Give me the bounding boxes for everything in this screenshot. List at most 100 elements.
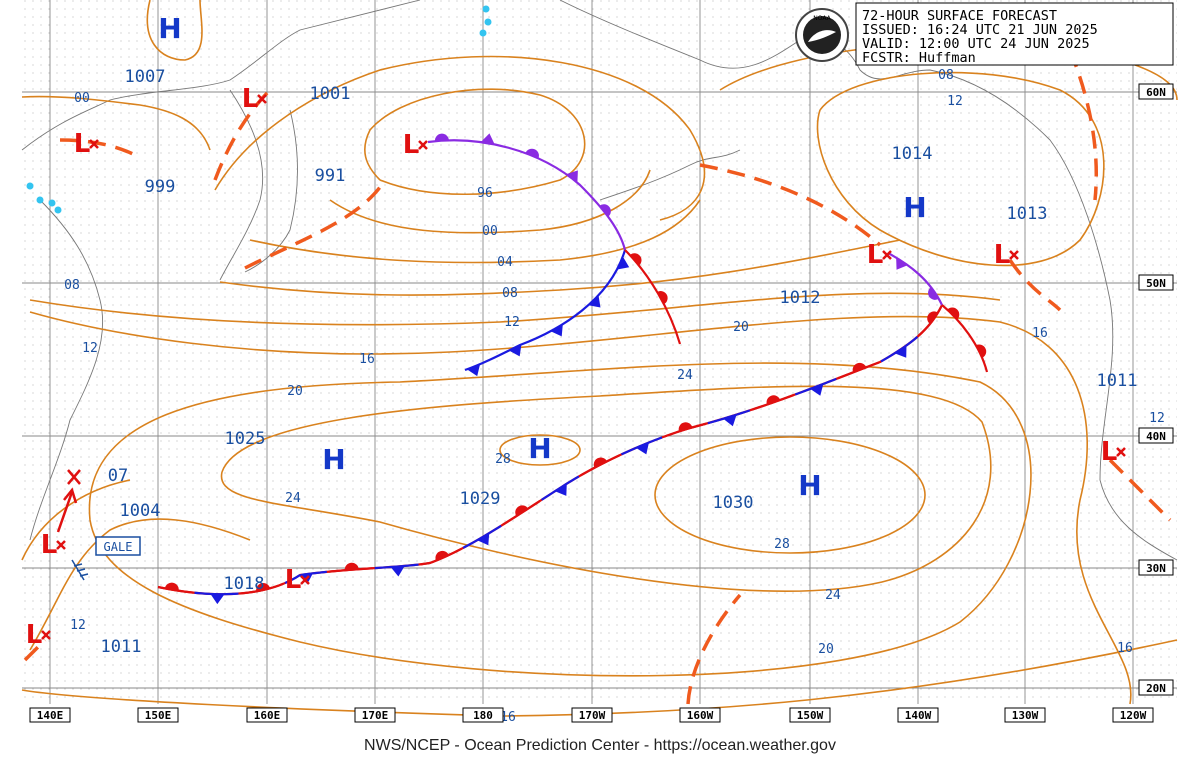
- isobar-label: 20: [733, 320, 749, 335]
- front-symbol: [210, 594, 225, 605]
- label-box: [789, 707, 831, 723]
- lows: L L L L L L L L L: [26, 84, 1126, 650]
- longitude-label: 160E: [254, 709, 281, 722]
- front-segment: [794, 377, 837, 396]
- future-position: [67, 469, 81, 485]
- pressure: 1014: [892, 144, 933, 164]
- isobar-label: 12: [1149, 411, 1165, 426]
- latitude-label: 20N: [1146, 682, 1166, 695]
- front-symbol: [810, 383, 824, 396]
- title-line: 72-HOUR SURFACE FORECAST: [862, 8, 1057, 24]
- title-line: ISSUED: 16:24 UTC 21 JUN 2025: [862, 22, 1098, 38]
- pressure: 1001: [310, 84, 351, 104]
- low: L: [41, 530, 58, 560]
- high: H: [903, 191, 926, 224]
- ice-dot: [26, 182, 34, 190]
- isobar: [21, 95, 211, 151]
- ice-dot: [36, 196, 44, 204]
- latitude-labels: 60N 50N 40N 30N 20N: [1138, 83, 1174, 696]
- isobar-label: 20: [287, 384, 303, 399]
- warm-semicircle: [928, 287, 939, 300]
- high: H: [798, 469, 821, 502]
- front-segment: [157, 585, 194, 594]
- front-segment: [580, 454, 621, 477]
- low: L: [74, 129, 91, 159]
- front-symbol: [636, 442, 649, 455]
- isobar-label: 04: [497, 255, 513, 270]
- low-mark: [257, 94, 267, 104]
- warm-semicircle: [852, 362, 867, 373]
- label-box: [1138, 274, 1174, 291]
- front-symbol: [947, 307, 960, 320]
- isobar-label: 20: [818, 642, 834, 657]
- front-segment: [751, 394, 794, 411]
- occluded-front: [427, 139, 627, 251]
- pressure: 07: [108, 466, 128, 486]
- longitude-label: 160W: [687, 709, 714, 722]
- front-symbol: [629, 253, 642, 266]
- pressure: 1029: [460, 489, 501, 509]
- isobar: [88, 362, 1032, 677]
- front-segment: [420, 547, 462, 566]
- troughs: [23, 49, 1172, 705]
- isobar-label: 16: [1032, 326, 1048, 341]
- label-box: [1138, 427, 1174, 444]
- label-box: [246, 707, 288, 723]
- isobar-label: 12: [70, 618, 86, 633]
- pressure: 1030: [713, 493, 754, 513]
- graticule: [22, 0, 1177, 704]
- longitude-label: 140W: [905, 709, 932, 722]
- pressure: 1018: [224, 574, 265, 594]
- isobar-label: 08: [502, 286, 518, 301]
- isobar-label: 24: [677, 368, 693, 383]
- longitude-label: 140E: [37, 709, 64, 722]
- wind-barb: [71, 559, 89, 581]
- low: L: [26, 620, 43, 650]
- cold-triangle: [723, 414, 737, 427]
- low: L: [285, 565, 302, 595]
- longitude-labels: 140E 150E 160E 170E 180 170W 160W 150W 140W 130W 1…: [29, 707, 1154, 723]
- title-line: FCSTR: Huffman: [862, 50, 976, 66]
- latitude-label: 30N: [1146, 562, 1166, 575]
- warm-front: [624, 249, 682, 345]
- isobar: [29, 292, 1001, 326]
- front-segment: [194, 591, 239, 596]
- label-box: [137, 707, 179, 723]
- footer: NWS/NCEP - Ocean Prediction Center - htt…: [364, 737, 836, 754]
- front-symbol: [766, 395, 781, 405]
- trough: [1008, 259, 1062, 312]
- pressure: 1007: [125, 67, 166, 87]
- isobar-label: 28: [774, 537, 790, 552]
- label-box: [1138, 679, 1174, 696]
- cold-triangle: [508, 344, 522, 357]
- highs: H H H H H: [158, 12, 926, 502]
- cold-triangle: [467, 364, 481, 377]
- front-symbol: [256, 583, 271, 592]
- front-segment: [540, 475, 580, 501]
- pressure: 1025: [225, 429, 266, 449]
- high: H: [528, 432, 551, 465]
- front-segment: [502, 500, 541, 526]
- isobar: [29, 311, 1132, 705]
- front-segment: [240, 582, 284, 595]
- warm-semicircle: [766, 395, 781, 405]
- front-symbol: [723, 414, 737, 427]
- warm-semicircle: [629, 253, 642, 266]
- front-segment: [837, 361, 880, 380]
- isobar-label: 24: [285, 491, 301, 506]
- ice-dot: [482, 5, 490, 13]
- isobar: [249, 199, 701, 264]
- trough: [686, 593, 742, 705]
- title-line: VALID: 12:00 UTC 24 JUN 2025: [862, 36, 1090, 52]
- warm-semicircle: [947, 307, 960, 320]
- low-mark: [89, 139, 99, 149]
- front-symbol: [657, 291, 668, 305]
- label-box: [462, 707, 504, 723]
- isobar: [220, 385, 992, 592]
- warm-semicircle: [599, 204, 611, 217]
- warm-semicircle: [434, 133, 449, 142]
- isobar-label: 16: [500, 710, 516, 725]
- label-box: [1138, 559, 1174, 576]
- label-box: [679, 707, 721, 723]
- title-block: 72-HOUR SURFACE FORECAST ISSUED: 16:24 U…: [855, 2, 1174, 66]
